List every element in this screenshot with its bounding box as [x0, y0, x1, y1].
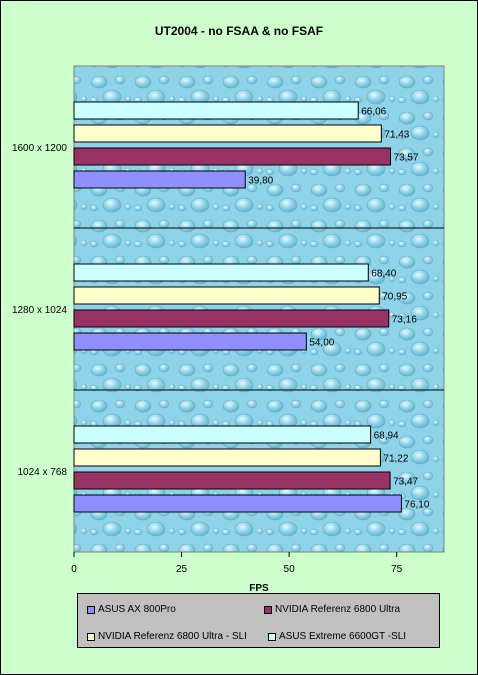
plot-area — [73, 65, 445, 553]
bar-0-1 — [73, 332, 307, 351]
x-tick-label: 0 — [71, 564, 77, 575]
legend-label: ASUS Extreme 6600GT -SLI — [279, 631, 407, 642]
bar-0-2 — [73, 494, 402, 513]
category-dividers — [74, 227, 444, 391]
bar-2-0 — [73, 124, 382, 143]
value-label: 66,06 — [361, 107, 386, 118]
bar-1-0 — [73, 147, 392, 166]
legend-swatch-0 — [87, 605, 95, 614]
value-label: 76,10 — [404, 500, 429, 511]
x-axis: 0 25 50 75 — [71, 552, 403, 575]
category-label: 1024 x 768 — [18, 467, 68, 478]
bar-0-0 — [73, 170, 246, 189]
legend-swatch-2 — [87, 632, 95, 641]
value-labels-group: 66,06 71,43 73,57 39,80 68,40 70,95 73,16 54,00… — [248, 107, 430, 511]
legend: ASUS AX 800Pro NVIDIA Referenz 6800 Ultr… — [77, 593, 440, 648]
bar-1-1 — [73, 309, 390, 328]
category-label: 1600 x 1200 — [12, 143, 67, 154]
value-label: 70,95 — [382, 292, 407, 303]
bars-group — [73, 101, 402, 513]
value-label: 73,16 — [392, 315, 417, 326]
bar-3-0 — [73, 101, 359, 120]
legend-item: ASUS Extreme 6600GT -SLI — [268, 631, 406, 642]
legend-label: ASUS AX 800Pro — [98, 604, 176, 615]
value-label: 71,43 — [384, 130, 409, 141]
legend-swatch-1 — [264, 605, 272, 614]
bar-3-1 — [73, 263, 369, 282]
legend-item: ASUS AX 800Pro — [87, 604, 176, 615]
value-label: 68,40 — [371, 269, 396, 280]
legend-label: NVIDIA Referenz 6800 Ultra — [275, 604, 401, 615]
legend-item: NVIDIA Referenz 6800 Ultra - SLI — [87, 631, 247, 642]
bar-1-2 — [73, 471, 391, 490]
x-tick-label: 75 — [391, 564, 403, 575]
chart-title: UT2004 - no FSAA & no FSAF — [155, 24, 323, 38]
bar-3-2 — [73, 425, 372, 444]
x-tick-label: 50 — [284, 564, 296, 575]
x-axis-title: FPS — [249, 583, 269, 594]
value-label: 73,47 — [393, 477, 418, 488]
legend-swatch-3 — [268, 632, 276, 641]
x-tick-label: 25 — [176, 564, 188, 575]
value-label: 54,00 — [309, 338, 334, 349]
legend-item: NVIDIA Referenz 6800 Ultra — [264, 604, 400, 615]
legend-label: NVIDIA Referenz 6800 Ultra - SLI — [98, 631, 247, 642]
value-label: 71,22 — [383, 454, 408, 465]
value-label: 39,80 — [248, 176, 273, 187]
bar-2-1 — [73, 286, 380, 305]
value-label: 68,94 — [374, 431, 399, 442]
value-label: 73,57 — [394, 153, 419, 164]
category-label: 1280 x 1024 — [12, 305, 67, 316]
bar-2-2 — [73, 448, 381, 467]
category-labels-group: 1600 x 1200 1280 x 1024 1024 x 768 — [12, 143, 67, 478]
